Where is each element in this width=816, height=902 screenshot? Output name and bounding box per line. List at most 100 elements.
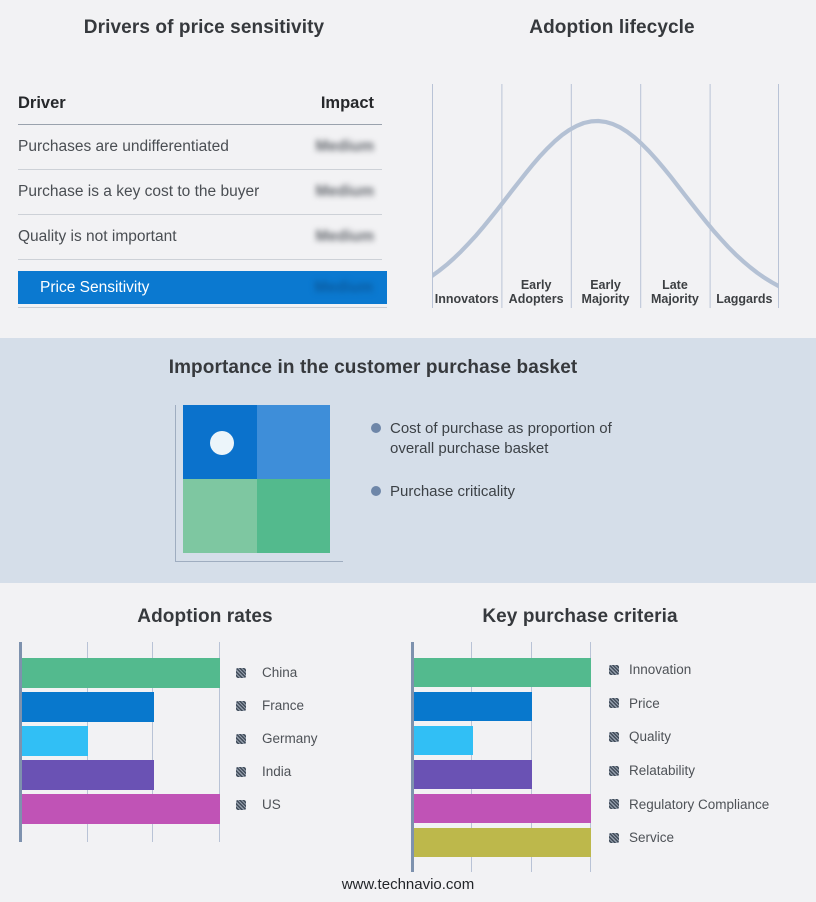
drivers-title: Drivers of price sensitivity: [83, 17, 325, 38]
hatched-swatch-icon: [236, 667, 246, 678]
legend-item: India: [236, 755, 318, 788]
quadrant-chart: [183, 405, 330, 553]
bar-germany: [22, 726, 88, 756]
bar-regulatory-compliance: [414, 794, 591, 823]
bar-group: [414, 658, 591, 862]
y-axis-line: [411, 642, 414, 872]
drivers-table-header: Driver Impact: [18, 90, 382, 125]
bullet-text: Purchase criticality: [390, 482, 516, 500]
legend-item: China: [236, 656, 318, 689]
highlight-dot: [210, 431, 234, 455]
legend-item: Quality: [609, 720, 769, 754]
adoption-rates-chart: [19, 642, 220, 842]
hatched-swatch-icon: [236, 799, 246, 810]
quadrant-bottom-left: [183, 479, 257, 553]
quadrant-y-axis: [175, 405, 176, 562]
legend-label: China: [262, 665, 298, 680]
quadrant-x-axis: [175, 561, 343, 562]
gridline: [219, 642, 220, 842]
hatched-swatch-icon: [609, 765, 619, 776]
gridline: [471, 642, 472, 872]
legend-label: India: [262, 764, 292, 779]
key-purchase-criteria-chart: [411, 642, 591, 872]
hatched-swatch-icon: [236, 766, 246, 777]
impact-cell-blurred: Medium: [314, 278, 373, 296]
impact-cell-blurred: Medium: [315, 228, 374, 245]
legend-item: Regulatory Compliance: [609, 787, 769, 821]
stage-label: Late Majority: [650, 278, 699, 306]
bullet-icon: [371, 423, 381, 433]
driver-column-header: Driver: [18, 94, 66, 112]
driver-cell: Purchases are undifferentiated: [18, 138, 229, 155]
legend-item: Relatability: [609, 754, 769, 788]
legend-item: France: [236, 689, 318, 722]
bar-service: [414, 828, 591, 857]
bar-price: [414, 692, 532, 721]
gridline: [590, 642, 591, 872]
price-sensitivity-label: Price Sensitivity: [40, 278, 150, 296]
gridline: [152, 642, 153, 842]
bar-india: [22, 760, 154, 790]
bullet-text: Cost of purchase as proportion of overal…: [390, 420, 612, 457]
quadrant-top-right: [256, 405, 330, 479]
legend-item: Service: [609, 821, 769, 855]
legend-label: France: [262, 698, 305, 713]
legend-label: Germany: [262, 731, 318, 746]
stage-label: Laggards: [716, 292, 773, 306]
lifecycle-stage-labels: Innovators Early Adopters Early Majority…: [432, 250, 779, 307]
impact-cell-blurred: Medium: [315, 183, 374, 200]
gridline: [531, 642, 532, 872]
legend-label: Service: [629, 830, 675, 846]
legend-item: US: [236, 788, 318, 821]
divider: [18, 307, 387, 308]
list-item: Purchase criticality: [371, 482, 639, 502]
lifecycle-title: Adoption lifecycle: [529, 17, 695, 38]
table-row: Quality is not important Medium: [18, 215, 382, 260]
bullet-icon: [371, 485, 381, 496]
legend-item: Germany: [236, 722, 318, 755]
hatched-swatch-icon: [609, 832, 619, 843]
bar-france: [22, 692, 154, 722]
driver-cell: Purchase is a key cost to the buyer: [18, 183, 260, 200]
adoption-rates-title: Adoption rates: [137, 606, 273, 627]
quadrant-bottom-right: [256, 479, 330, 553]
adoption-rates-legend: China France Germany India US: [236, 656, 318, 821]
lifecycle-gridlines: [432, 84, 779, 308]
bar-quality: [414, 726, 473, 755]
stage-label: Early Adopters: [508, 278, 564, 306]
legend-label: Regulatory Compliance: [629, 796, 770, 812]
legend-label: Innovation: [629, 662, 692, 678]
legend-label: US: [262, 797, 281, 812]
key-purchase-criteria-legend: Innovation Price Quality Relatability Re…: [609, 653, 769, 855]
stage-label: Innovators: [434, 292, 499, 306]
website-url: www.technavio.com: [341, 876, 475, 893]
legend-label: Relatability: [629, 763, 696, 779]
bar-china: [22, 658, 220, 688]
bell-curve: [432, 118, 779, 289]
drivers-table: Driver Impact Purchases are undifferenti…: [18, 90, 387, 308]
legend-item: Innovation: [609, 653, 769, 687]
basket-bullet-list: Cost of purchase as proportion of overal…: [371, 419, 639, 524]
purchase-basket-band: [0, 338, 816, 583]
hatched-swatch-icon: [236, 733, 246, 744]
table-row: Purchases are undifferentiated Medium: [18, 125, 382, 170]
hatched-swatch-icon: [609, 799, 619, 810]
hatched-swatch-icon: [609, 664, 619, 675]
hatched-swatch-icon: [609, 731, 619, 742]
impact-cell-blurred: Medium: [315, 138, 374, 155]
hatched-swatch-icon: [236, 700, 246, 711]
y-axis-line: [19, 642, 22, 842]
bar-relatability: [414, 760, 532, 789]
basket-title: Importance in the customer purchase bask…: [168, 357, 578, 378]
bar-innovation: [414, 658, 591, 687]
stage-label: Early Majority: [581, 278, 630, 306]
bar-group: [22, 658, 220, 828]
hatched-swatch-icon: [609, 698, 619, 709]
table-row: Purchase is a key cost to the buyer Medi…: [18, 170, 382, 215]
legend-label: Price: [629, 695, 660, 711]
legend-item: Price: [609, 687, 769, 721]
bar-us: [22, 794, 220, 824]
impact-column-header: Impact: [320, 94, 374, 112]
key-purchase-criteria-title: Key purchase criteria: [482, 606, 678, 627]
